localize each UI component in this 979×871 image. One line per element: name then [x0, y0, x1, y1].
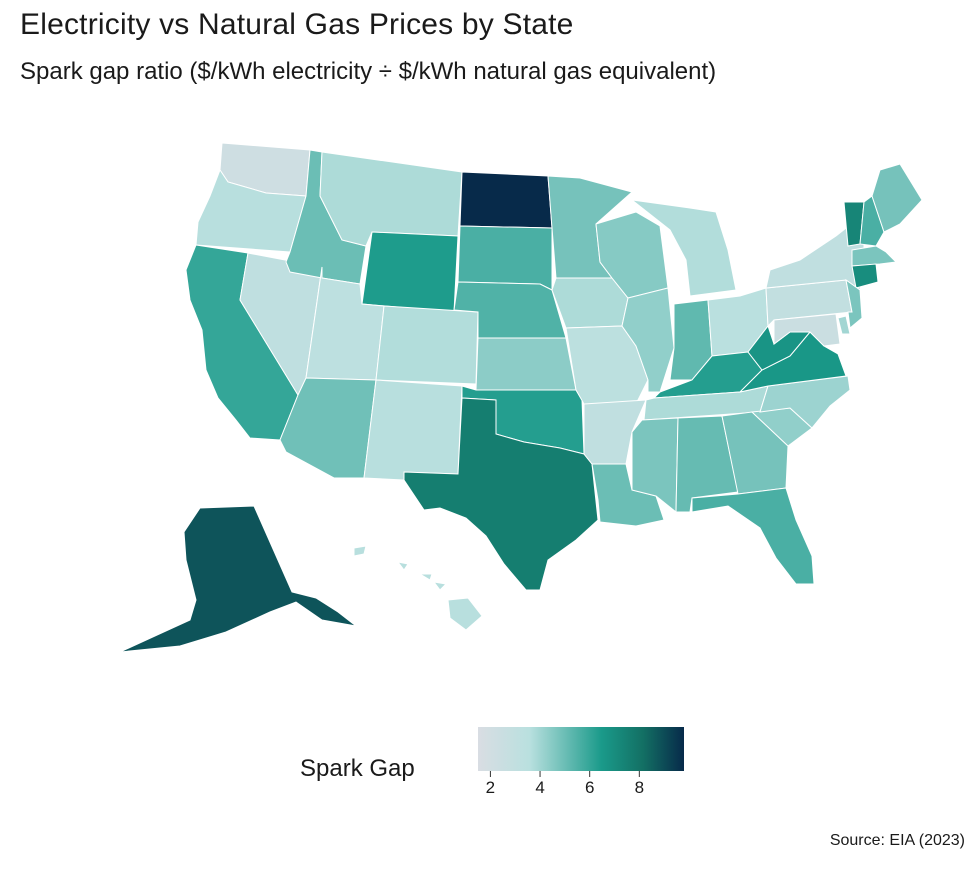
- state-CT: [851, 263, 879, 289]
- state-MA: [851, 245, 898, 267]
- state-MI: [630, 199, 737, 297]
- state-NM: [363, 379, 463, 481]
- source-caption: Source: EIA (2023): [829, 832, 965, 849]
- state-KS: [475, 337, 577, 391]
- state-DE: [837, 315, 851, 335]
- state-MD: [773, 313, 841, 347]
- state-WY: [361, 231, 459, 313]
- state-AK: [119, 505, 357, 653]
- legend-tick-label-6: 6: [584, 778, 595, 797]
- choropleth-map: [119, 142, 923, 653]
- state-IL: [621, 287, 675, 393]
- legend-tick-label-2: 2: [485, 778, 496, 797]
- state-HI: [447, 597, 483, 631]
- chart-subtitle: Spark gap ratio ($/kWh electricity ÷ $/k…: [20, 58, 717, 85]
- state-CO: [375, 305, 479, 385]
- state-MT: [319, 151, 463, 247]
- legend-tick-label-8: 8: [634, 778, 645, 797]
- state-HI-islands: [353, 545, 448, 591]
- state-LA: [591, 463, 665, 527]
- legend-tick-marks: [489, 771, 640, 777]
- legend-tick-label-4: 4: [535, 778, 545, 797]
- legend-tick-labels: 2 4 6 8: [478, 778, 684, 802]
- state-TX: [403, 397, 599, 591]
- state-GA: [721, 411, 789, 495]
- state-NH: [859, 195, 885, 247]
- state-NJ: [845, 278, 863, 329]
- state-ND: [459, 171, 553, 229]
- chart-title: Electricity vs Natural Gas Prices by Sta…: [20, 8, 574, 41]
- state-SD: [457, 225, 553, 291]
- legend-title: Spark Gap: [300, 755, 415, 782]
- state-IA: [551, 277, 629, 329]
- legend-colorbar: [478, 727, 684, 771]
- state-FL: [691, 487, 815, 585]
- state-ME: [871, 163, 923, 233]
